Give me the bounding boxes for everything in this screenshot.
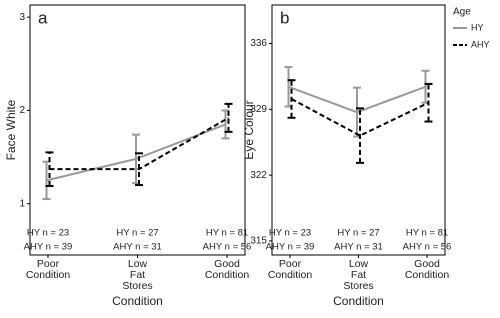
series-line bbox=[49, 117, 229, 171]
x-tick-label-box: Good Condition bbox=[204, 259, 250, 281]
y-tick-label: 2 bbox=[19, 105, 25, 116]
y-tick-label: 322 bbox=[250, 170, 267, 181]
plot-frame bbox=[271, 4, 446, 256]
y-axis-label: Face White bbox=[4, 99, 18, 160]
n-label: HY n = 23 bbox=[269, 228, 311, 239]
x-tick-label: Poor Condition bbox=[25, 259, 71, 281]
x-tick-label: Low Fat Stores bbox=[343, 259, 374, 292]
n-label: HY n = 81 bbox=[406, 228, 448, 239]
legend-label: AHY bbox=[471, 39, 490, 49]
x-tick-label-box: Low Fat Stores bbox=[343, 259, 374, 292]
series-line bbox=[291, 98, 429, 137]
panel-label: a bbox=[38, 8, 48, 27]
x-tick-label: Low Fat Stores bbox=[122, 259, 153, 292]
legend-label: HY bbox=[471, 22, 484, 32]
n-label: HY n = 81 bbox=[206, 228, 248, 239]
error-bar bbox=[287, 79, 296, 119]
y-axis-label: Eye Colour bbox=[242, 100, 256, 159]
x-tick-label-box: Poor Condition bbox=[267, 259, 313, 281]
y-tick-label: 1 bbox=[19, 198, 25, 209]
x-tick-label-box: Good Condition bbox=[404, 259, 450, 281]
y-tick-label: 3 bbox=[19, 12, 25, 23]
n-label: HY n = 27 bbox=[337, 228, 379, 239]
x-tick-label: Good Condition bbox=[404, 259, 450, 281]
error-bar bbox=[224, 102, 233, 133]
error-bar bbox=[356, 107, 364, 164]
n-label: HY n = 27 bbox=[116, 228, 158, 239]
error-bar bbox=[424, 82, 433, 123]
x-tick-label-box: Low Fat Stores bbox=[122, 259, 153, 292]
legend-title: Age bbox=[453, 7, 471, 18]
n-label: AHY n = 31 bbox=[113, 242, 162, 253]
y-tick-label: 336 bbox=[250, 38, 267, 49]
n-label: AHY n = 56 bbox=[403, 242, 452, 253]
y-tick-label: 329 bbox=[250, 104, 267, 115]
error-bar bbox=[135, 152, 143, 187]
n-label: AHY n = 39 bbox=[24, 242, 73, 253]
panel-label: b bbox=[280, 8, 289, 27]
x-axis-label: Condition bbox=[112, 294, 163, 308]
error-bar bbox=[45, 151, 54, 187]
x-tick-label-box: Poor Condition bbox=[25, 259, 71, 281]
n-label: AHY n = 31 bbox=[334, 242, 383, 253]
y-tick-label: 315 bbox=[250, 236, 267, 247]
n-label: HY n = 23 bbox=[27, 228, 69, 239]
n-label: AHY n = 56 bbox=[203, 242, 252, 253]
n-label: AHY n = 39 bbox=[266, 242, 315, 253]
x-tick-label: Poor Condition bbox=[267, 259, 313, 281]
x-axis-label: Condition bbox=[333, 294, 384, 308]
error-bar bbox=[221, 109, 230, 140]
x-tick-label: Good Condition bbox=[204, 259, 250, 281]
